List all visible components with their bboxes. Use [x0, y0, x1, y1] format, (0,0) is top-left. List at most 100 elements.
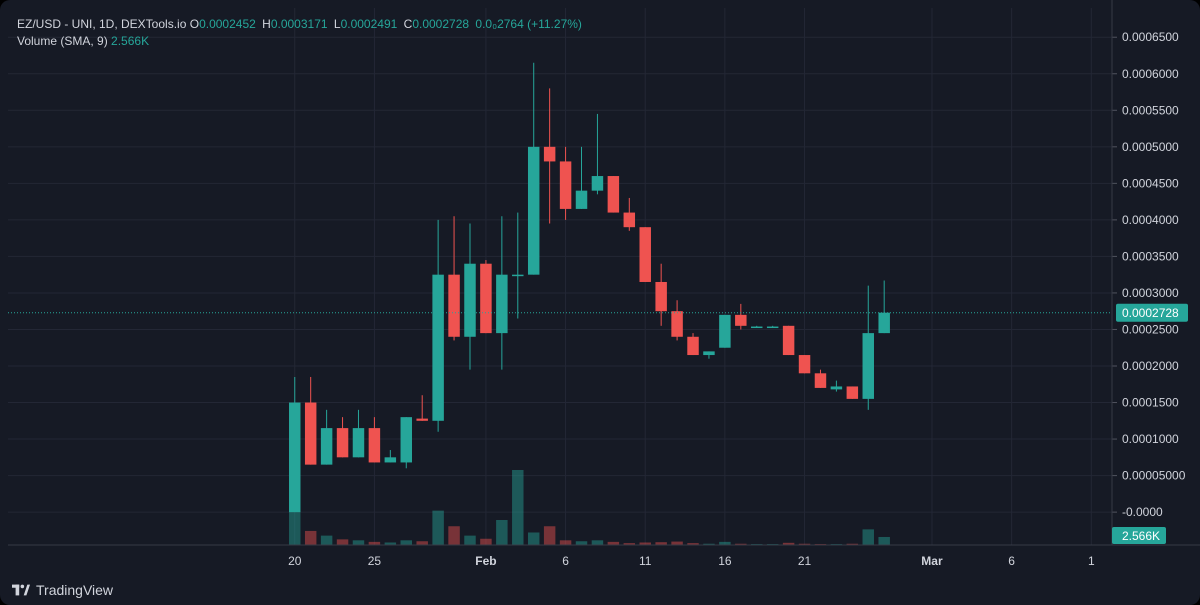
open-label: O	[189, 17, 200, 31]
candle-body[interactable]	[320, 428, 333, 465]
candle-body[interactable]	[846, 386, 859, 399]
candle-body[interactable]	[527, 146, 540, 275]
volume-bar	[798, 543, 811, 545]
candle-body[interactable]	[878, 312, 890, 334]
candle-body[interactable]	[655, 281, 667, 312]
symbol-label[interactable]: EZ/USD - UNI, 1D, DEXTools.io	[17, 17, 187, 31]
candle-body[interactable]	[607, 176, 620, 213]
tradingview-brand[interactable]: TradingView	[12, 580, 113, 600]
volume-bar	[400, 540, 413, 545]
volume-bar	[575, 541, 588, 545]
volume-tag	[1112, 526, 1166, 544]
candle-body[interactable]	[703, 351, 715, 356]
x-tick-label: 20	[288, 554, 302, 568]
y-tick-label: 0.0001000	[1122, 432, 1179, 446]
high-label: H	[262, 17, 271, 31]
volume-label[interactable]: Volume (SMA, 9)	[17, 34, 108, 48]
candle-body[interactable]	[559, 161, 572, 209]
candle-body[interactable]	[432, 274, 444, 421]
candle-body[interactable]	[512, 274, 524, 277]
candle-body[interactable]	[464, 263, 476, 337]
candle-body[interactable]	[735, 314, 747, 326]
volume-bar	[639, 542, 651, 545]
y-tick-label: 0.0005500	[1122, 103, 1179, 117]
y-tick-label: 0.0003000	[1122, 286, 1179, 300]
last-price-label: 0.0002728	[1122, 306, 1179, 320]
candle-body[interactable]	[575, 190, 588, 209]
x-tick-label: 21	[798, 554, 812, 568]
candle-body[interactable]	[289, 402, 301, 513]
candle-body[interactable]	[448, 274, 460, 337]
x-tick-label: Mar	[921, 554, 943, 568]
candle-body[interactable]	[368, 428, 381, 463]
volume-bar	[559, 540, 572, 545]
y-tick-label: 0.0003500	[1122, 249, 1179, 263]
close-value: 0.0002728	[412, 17, 470, 31]
x-tick-label: 16	[718, 554, 732, 568]
candles[interactable]	[289, 62, 890, 513]
candle-body[interactable]	[671, 311, 683, 337]
volume-legend: Volume (SMA, 9) 2.566K	[17, 34, 152, 48]
y-tick-label: 0.0004000	[1122, 213, 1179, 227]
candle-body[interactable]	[751, 326, 763, 329]
volume-bar	[352, 540, 365, 545]
volume-bar	[543, 526, 556, 545]
ohlc-legend: EZ/USD - UNI, 1D, DEXTools.io O0.0002452…	[17, 17, 585, 31]
x-tick-label: 11	[639, 554, 652, 568]
volume-bar	[368, 541, 381, 545]
low-label: L	[333, 17, 341, 31]
volume-bar	[607, 541, 620, 545]
candle-body[interactable]	[416, 418, 428, 421]
candle-body[interactable]	[384, 457, 397, 463]
candle-body[interactable]	[336, 428, 349, 458]
candle-body[interactable]	[623, 212, 636, 228]
candle-body[interactable]	[814, 373, 827, 388]
last-price-tag	[1116, 303, 1188, 322]
grid	[8, 8, 1112, 545]
candle-body[interactable]	[719, 314, 731, 348]
change-value: 0.0₀2764 (+11.27%)	[475, 17, 582, 31]
candle-body[interactable]	[766, 326, 779, 329]
x-tick-label: Feb	[475, 554, 496, 568]
open-value: 0.0002452	[199, 17, 256, 31]
candle-body[interactable]	[782, 325, 795, 356]
candle-body[interactable]	[304, 402, 317, 465]
candle-body[interactable]	[639, 227, 651, 282]
volume-bar	[512, 470, 524, 545]
x-tick-label: 6	[1008, 554, 1015, 568]
volume-bar	[687, 543, 699, 545]
volume-bar	[480, 538, 492, 545]
volume-bar	[591, 540, 604, 545]
tradingview-logo-icon	[12, 584, 30, 596]
volume-bar	[464, 535, 476, 545]
volume-bar	[304, 530, 317, 545]
volume-bar	[320, 535, 333, 545]
candle-body[interactable]	[591, 176, 604, 191]
candle-body[interactable]	[687, 336, 699, 356]
candle-body[interactable]	[798, 355, 811, 374]
volume-bar	[448, 526, 460, 545]
candle-body[interactable]	[543, 146, 556, 162]
volume-bar	[671, 541, 683, 545]
volume-bar	[336, 539, 349, 545]
x-tick-label: 1	[1088, 554, 1095, 568]
y-tick-label: 0.0002500	[1122, 322, 1179, 336]
volume-bars	[289, 470, 890, 545]
candle-body[interactable]	[400, 417, 413, 463]
axes: 0.0006500 0.0006000 0.0005500 0.0005000 0.00…	[8, 0, 1200, 568]
candle-body[interactable]	[830, 386, 843, 390]
candle-body[interactable]	[862, 333, 874, 399]
y-tick-label: 0.0006000	[1122, 67, 1179, 81]
volume-bar	[655, 542, 667, 545]
candle-body[interactable]	[352, 428, 365, 458]
volume-bar	[384, 542, 397, 545]
volume-bar	[782, 542, 795, 545]
candle-body[interactable]	[480, 263, 492, 334]
candle-body[interactable]	[496, 274, 508, 334]
volume-value: 2.566K	[111, 34, 150, 48]
brand-name: TradingView	[36, 582, 114, 598]
volume-bar	[846, 543, 859, 545]
volume-bar	[527, 532, 540, 545]
close-label: C	[403, 17, 413, 31]
